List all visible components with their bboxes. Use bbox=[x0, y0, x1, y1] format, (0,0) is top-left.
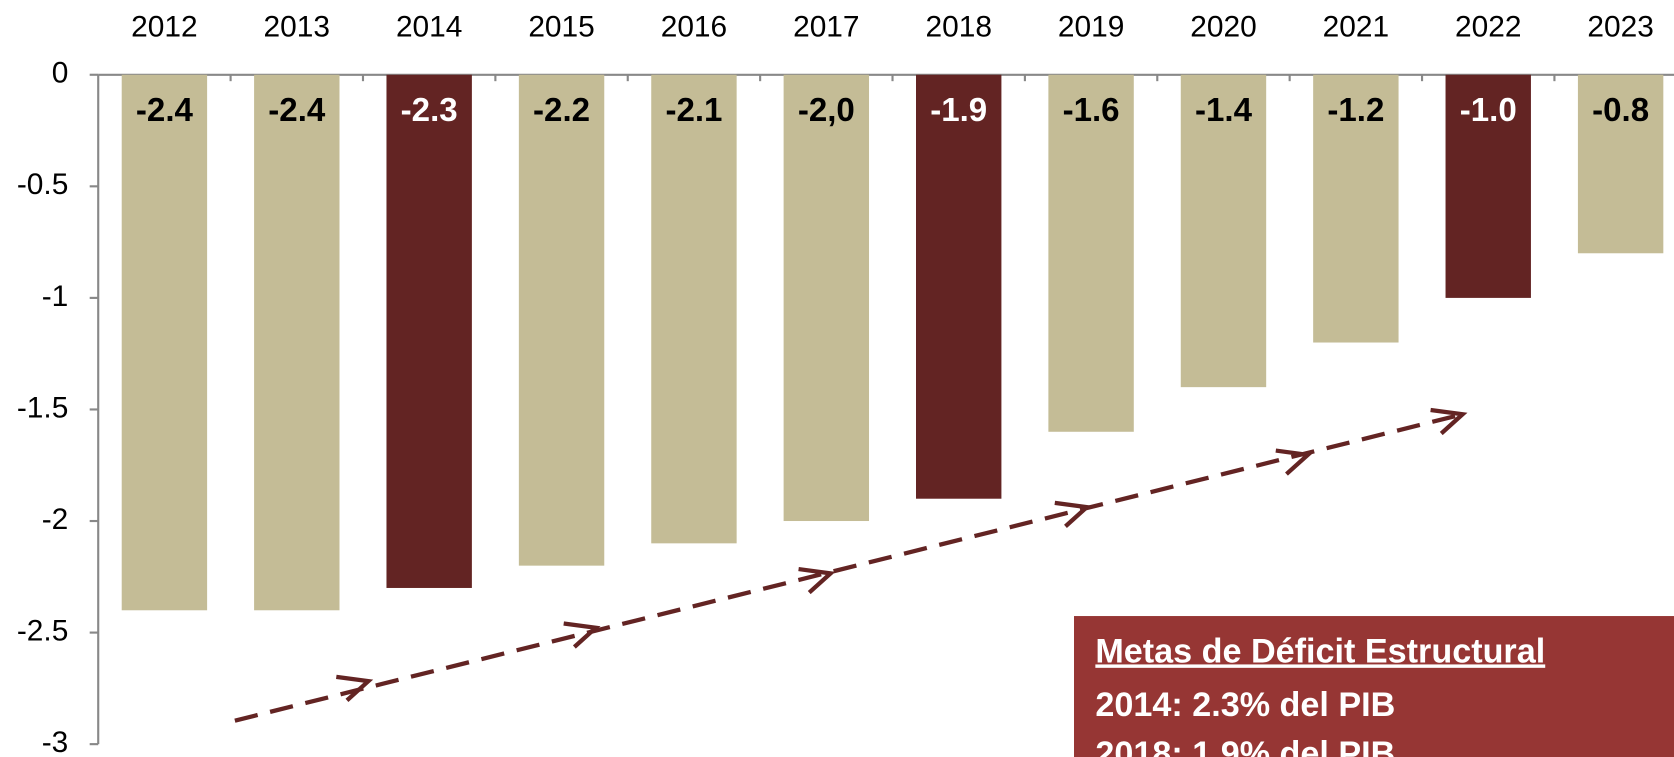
annotation-line: 2014: 2.3% del PIB bbox=[1095, 686, 1395, 724]
value-label: -2.1 bbox=[665, 92, 722, 129]
x-tick-label: 2022 bbox=[1455, 11, 1521, 44]
value-label: -1.2 bbox=[1327, 92, 1384, 129]
trend-arrow bbox=[234, 407, 1468, 723]
y-tick-label: 0 bbox=[52, 57, 69, 90]
x-tick-label: 2012 bbox=[131, 11, 197, 44]
bar bbox=[651, 74, 737, 544]
value-label: -2,0 bbox=[798, 92, 855, 129]
value-label: -2.2 bbox=[533, 92, 590, 129]
arrowhead bbox=[563, 621, 601, 649]
value-label: -0.8 bbox=[1592, 92, 1649, 129]
bar bbox=[1577, 74, 1664, 254]
annotation-title: Metas de Déficit Estructural bbox=[1095, 632, 1545, 670]
arrowhead bbox=[1430, 407, 1468, 436]
arrowhead bbox=[1275, 448, 1313, 476]
bar bbox=[386, 74, 472, 588]
x-tick-label: 2019 bbox=[1058, 11, 1124, 44]
bar bbox=[1313, 74, 1399, 343]
x-tick-label: 2014 bbox=[396, 11, 462, 44]
value-label: -2.4 bbox=[268, 92, 326, 129]
value-label: -1.4 bbox=[1195, 92, 1253, 129]
bar bbox=[916, 74, 1002, 499]
x-tick-label: 2021 bbox=[1323, 11, 1389, 44]
x-tick-label: 2018 bbox=[925, 11, 991, 44]
x-tick-label: 2023 bbox=[1587, 11, 1653, 44]
y-tick-label: -1.5 bbox=[17, 391, 68, 424]
value-label: -1.0 bbox=[1460, 92, 1517, 129]
bar bbox=[1180, 74, 1267, 388]
y-tick-label: -2.5 bbox=[17, 614, 68, 647]
bar bbox=[518, 74, 605, 566]
value-label: -2.3 bbox=[401, 92, 458, 129]
annotation-box bbox=[1074, 616, 1674, 757]
y-tick-label: -2 bbox=[42, 503, 69, 536]
value-label: -2.4 bbox=[136, 92, 194, 129]
x-tick-label: 2017 bbox=[793, 11, 859, 44]
x-tick-label: 2016 bbox=[661, 11, 727, 44]
x-tick-label: 2015 bbox=[528, 11, 594, 44]
arrowhead bbox=[1054, 500, 1092, 528]
arrowhead bbox=[798, 566, 836, 595]
value-label: -1.9 bbox=[930, 92, 987, 129]
annotation-line: 2018: 1.9% del PIB bbox=[1095, 735, 1395, 757]
value-label: -1.6 bbox=[1063, 92, 1120, 129]
x-tick-label: 2013 bbox=[264, 11, 330, 44]
bar bbox=[1048, 74, 1134, 432]
arrowhead bbox=[336, 674, 374, 702]
bar bbox=[1445, 74, 1531, 298]
bar bbox=[783, 74, 870, 522]
y-tick-label: -1 bbox=[42, 280, 69, 313]
bar bbox=[121, 74, 208, 611]
y-tick-label: -0.5 bbox=[17, 168, 68, 201]
bar bbox=[254, 74, 340, 611]
dashed-line bbox=[234, 412, 1464, 723]
y-tick-label: -3 bbox=[42, 726, 69, 757]
x-tick-label: 2020 bbox=[1190, 11, 1256, 44]
